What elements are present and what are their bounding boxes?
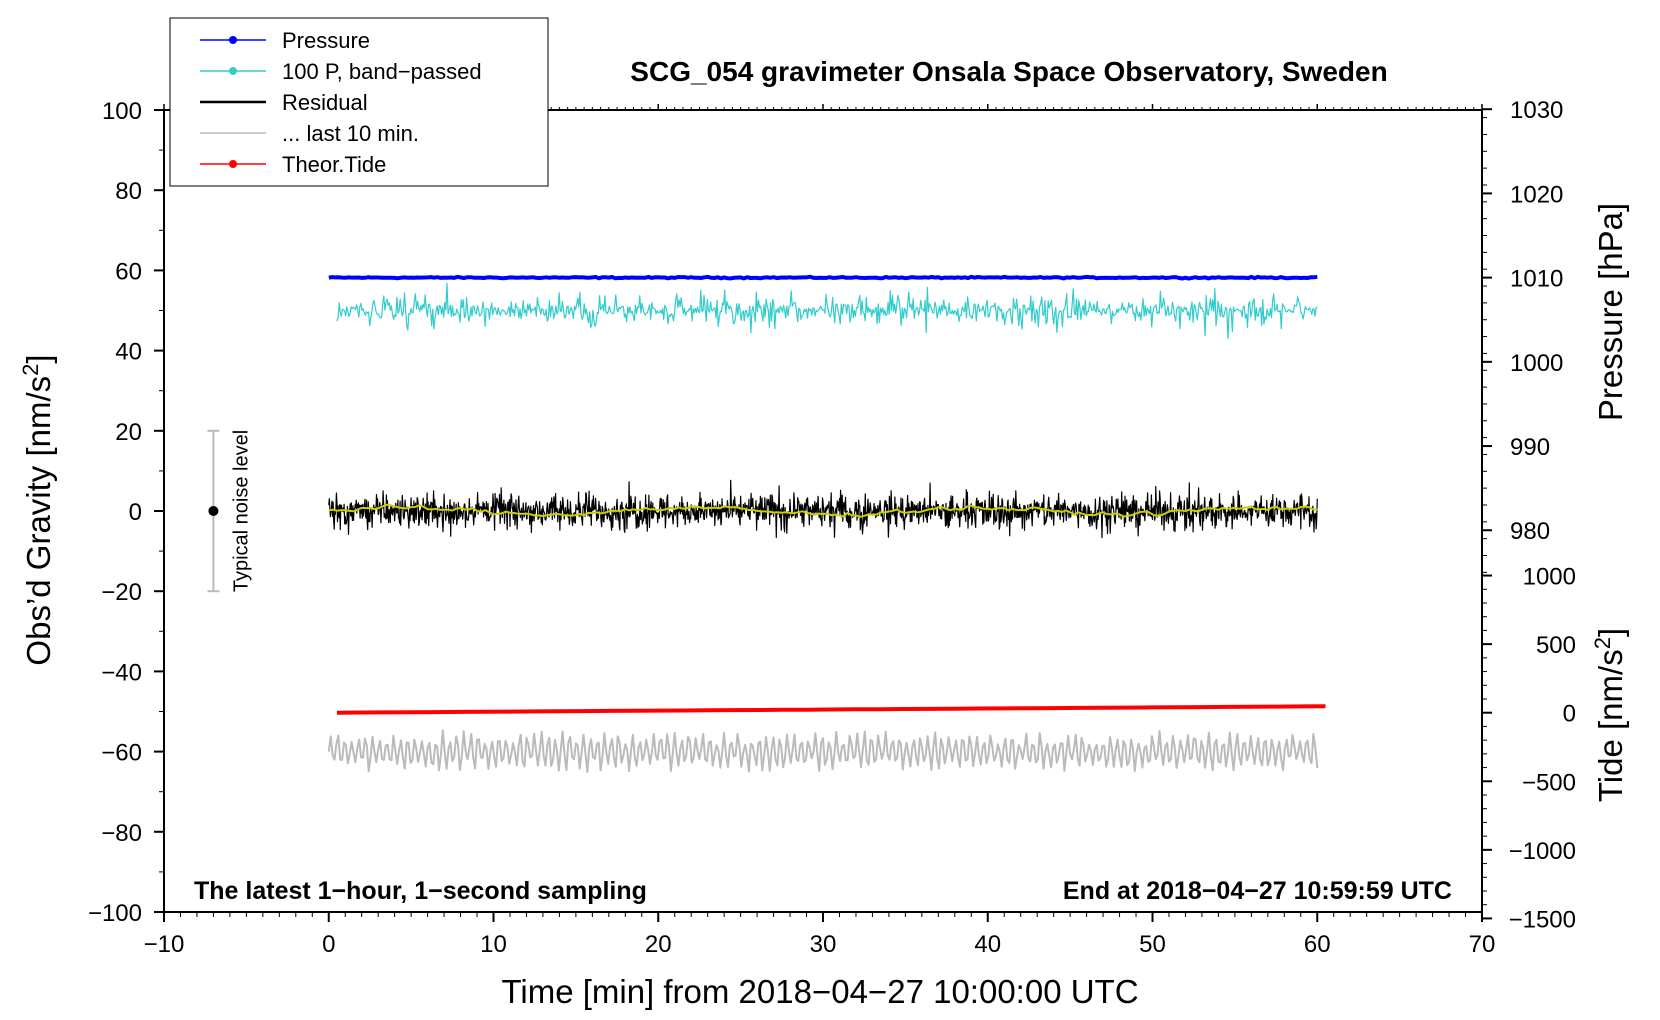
series-pressure	[328, 274, 1318, 281]
series-residual-smoothed	[328, 503, 1318, 518]
tide-tick-label: −1000	[1509, 838, 1576, 865]
noise-indicator: Typical noise level	[207, 429, 252, 593]
legend-marker	[229, 160, 237, 168]
x-tick-label: 70	[1469, 931, 1496, 958]
x-tick-label: −10	[144, 931, 185, 958]
x-tick-label: 0	[322, 931, 335, 958]
pressure-tick-label: 1020	[1510, 181, 1563, 208]
x-tick-label: 10	[480, 931, 507, 958]
x-tick-label: 30	[810, 931, 837, 958]
legend-label: ... last 10 min.	[282, 121, 419, 146]
ticks-layer: −10 0 10 20 30 40 50 60 70−100−80−60−40−20020406…	[88, 97, 1576, 958]
series-layer	[327, 274, 1326, 773]
x-tick-label: 50	[1139, 931, 1166, 958]
legend-label: 100 P, band−passed	[282, 59, 482, 84]
y-axis-pressure-title: Pressure [hPa]	[1592, 203, 1629, 421]
series-band-passed	[336, 282, 1318, 340]
legend-label: Theor.Tide	[282, 152, 386, 177]
y-tick-label: 60	[115, 258, 142, 285]
tide-tick-label: −500	[1522, 769, 1576, 796]
legend-entries: Pressure 100 P, band−passed Residual ... la…	[200, 28, 482, 177]
tide-tick-label: −1500	[1509, 906, 1576, 933]
annotation-latest-hour: The latest 1−hour, 1−second sampling	[194, 877, 647, 905]
tide-tick-label: 0	[1563, 701, 1576, 728]
series-residual	[328, 479, 1318, 539]
tide-title-sup: 2	[1590, 637, 1615, 649]
x-tick-label: 40	[974, 931, 1001, 958]
legend-label: Residual	[282, 90, 368, 115]
pressure-tick-label: 1010	[1510, 266, 1563, 293]
annotation-end-time: End at 2018−04−27 10:59:59 UTC	[1063, 877, 1452, 905]
x-tick-label: 60	[1304, 931, 1331, 958]
y-tick-label: −100	[88, 900, 142, 927]
chart-title: SCG_054 gravimeter Onsala Space Observat…	[630, 56, 1387, 87]
tide-tick-label: 500	[1536, 632, 1576, 659]
y-tick-label: 100	[102, 98, 142, 125]
pressure-tick-label: 980	[1510, 518, 1550, 545]
y-axis-left-title: Obs’d Gravity [nm/s2]	[18, 354, 58, 665]
y-left-title-sup: 2	[18, 364, 43, 376]
tide-title-close: ]	[1592, 628, 1629, 637]
pressure-tick-label: 990	[1510, 434, 1550, 461]
x-tick-label: 20	[645, 931, 672, 958]
y-tick-label: −60	[101, 740, 142, 767]
y-tick-label: 40	[115, 339, 142, 366]
series-theor-tide	[336, 704, 1326, 715]
y-tick-label: −20	[101, 579, 142, 606]
pressure-tick-label: 1030	[1510, 97, 1563, 124]
series-last-10-min	[327, 729, 1319, 773]
y-tick-label: 20	[115, 419, 142, 446]
noise-label: Typical noise level	[230, 430, 252, 592]
noise-dot	[208, 506, 219, 516]
pressure-tick-label: 1000	[1510, 350, 1563, 377]
y-left-title-close: ]	[20, 354, 57, 363]
legend: Pressure 100 P, band−passed Residual ... la…	[169, 17, 549, 187]
tide-tick-label: 1000	[1523, 564, 1576, 591]
y-tick-label: 80	[115, 178, 142, 205]
y-tick-label: −80	[101, 820, 142, 847]
y-tick-label: 0	[129, 499, 142, 526]
y-left-title-main: Obs’d Gravity [nm/s	[20, 376, 57, 666]
x-axis-title: Time [min] from 2018−04−27 10:00:00 UTC	[501, 973, 1138, 1010]
y-axis-tide-title: Tide [nm/s2]	[1590, 628, 1630, 802]
legend-marker	[229, 67, 237, 75]
tide-title-main: Tide [nm/s	[1592, 649, 1629, 802]
y-tick-label: −40	[101, 659, 142, 686]
legend-marker	[229, 36, 237, 44]
legend-label: Pressure	[282, 28, 370, 53]
